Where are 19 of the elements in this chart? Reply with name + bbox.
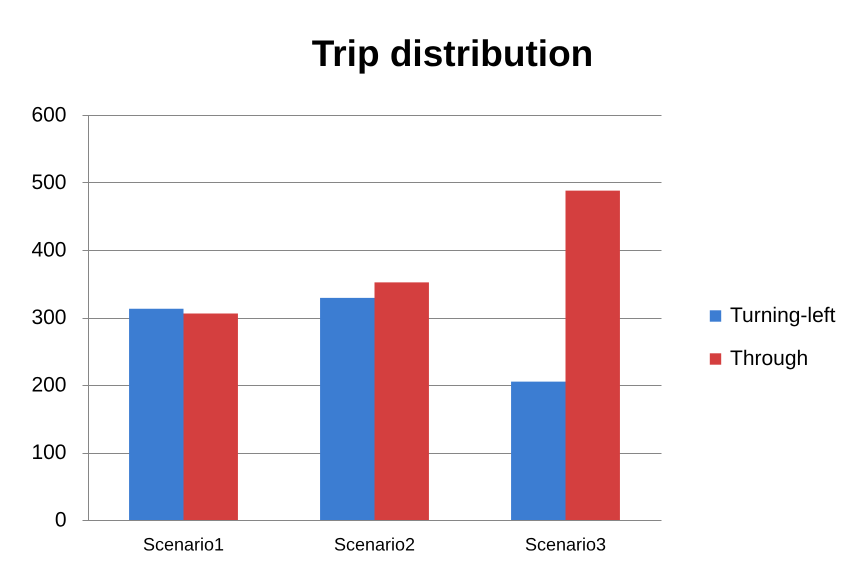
y-tick-label: 0: [54, 508, 66, 532]
bar: [374, 282, 429, 520]
y-tick-label: 100: [31, 441, 66, 464]
y-tick-label: 400: [31, 238, 66, 262]
x-tick-label: Scenario3: [524, 534, 606, 554]
legend-label: Through: [730, 347, 808, 370]
bar: [320, 298, 374, 520]
legend-label: Turning-left: [730, 304, 836, 327]
y-tick-label: 200: [31, 374, 66, 396]
bar: [129, 308, 184, 520]
y-tick-label: 300: [31, 306, 66, 329]
bar: [511, 382, 566, 520]
x-tick-label: Scenario2: [334, 534, 416, 554]
y-tick-label: 600: [31, 104, 66, 126]
x-tick-label: Scenario1: [142, 534, 224, 554]
y-tick-label: 500: [31, 171, 66, 194]
bar: [566, 190, 620, 520]
chart-title: Trip distribution: [312, 33, 594, 74]
bar: [184, 313, 238, 520]
